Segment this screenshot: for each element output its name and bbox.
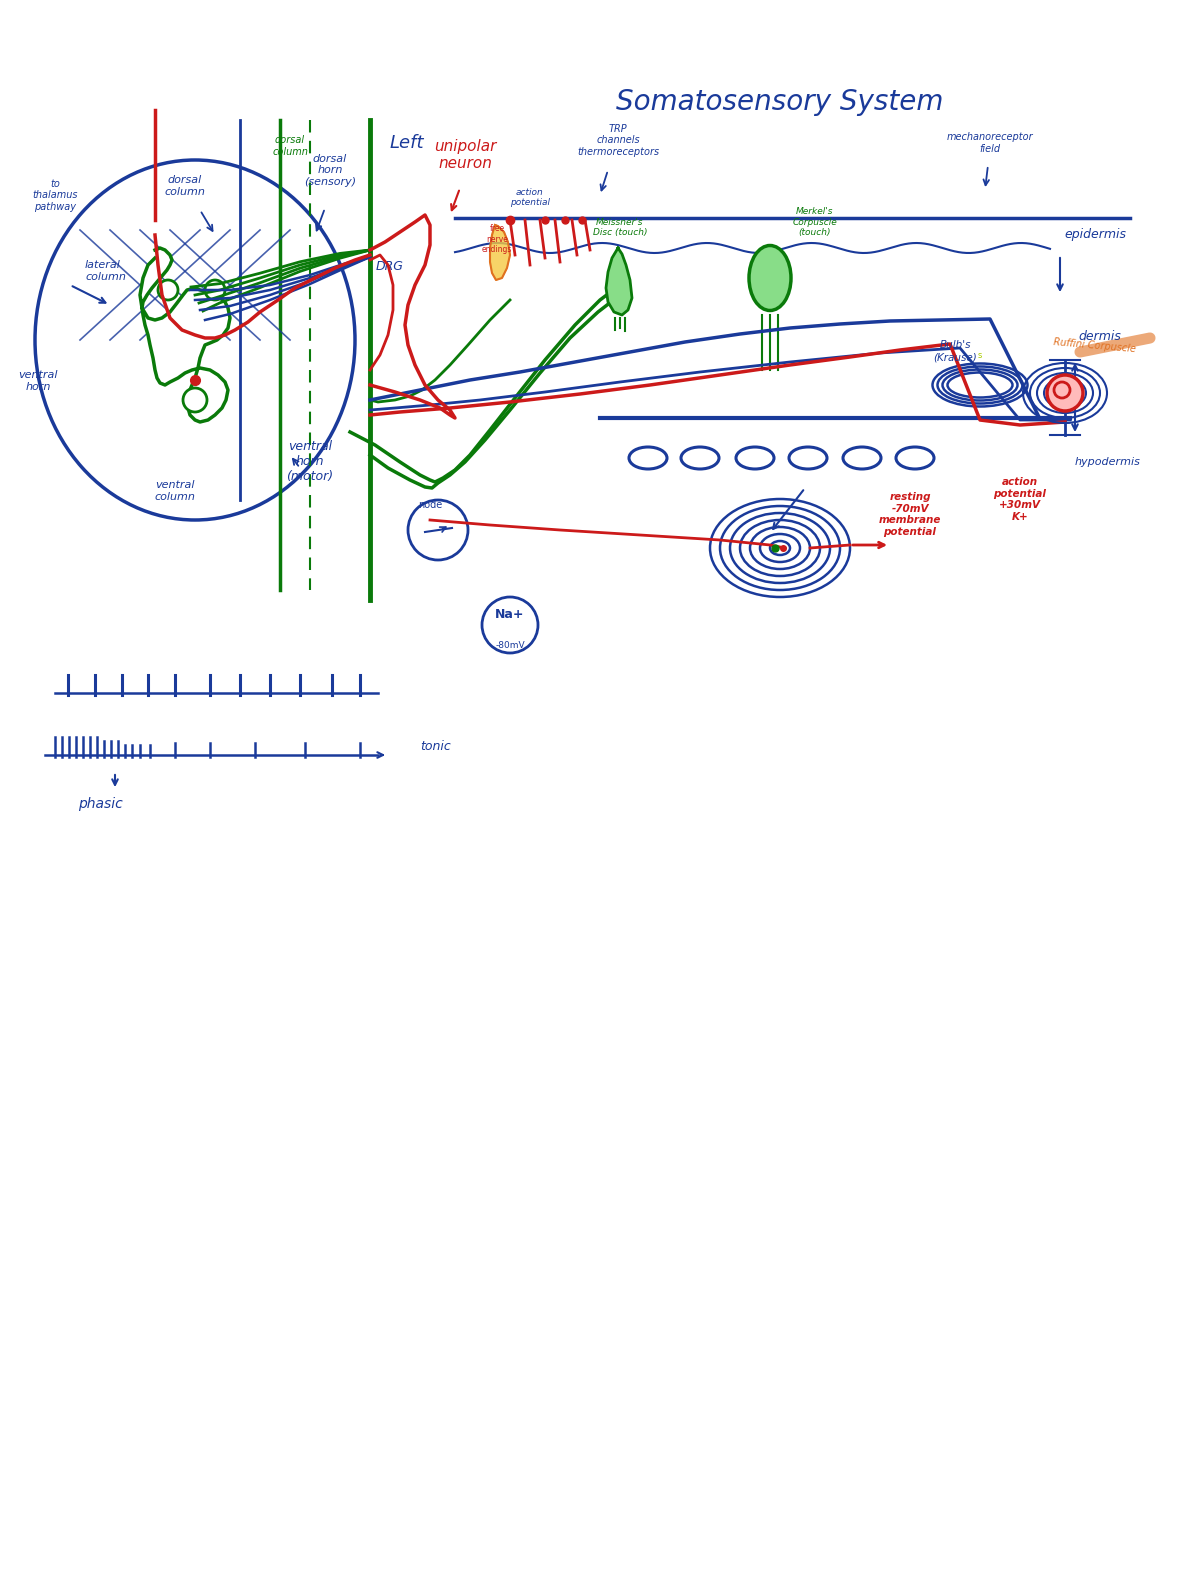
Circle shape	[182, 388, 208, 411]
Text: phasic: phasic	[78, 798, 122, 812]
Text: ventral
horn: ventral horn	[18, 371, 58, 392]
Ellipse shape	[749, 245, 791, 311]
Text: action
potential
+30mV
K+: action potential +30mV K+	[994, 477, 1046, 521]
Text: hypodermis: hypodermis	[1075, 457, 1141, 466]
Text: tonic: tonic	[420, 739, 451, 754]
Circle shape	[158, 279, 178, 300]
Text: Somatosensory System: Somatosensory System	[617, 88, 943, 116]
Text: action
potential: action potential	[510, 187, 550, 207]
Text: Ruffini Corpuscle: Ruffini Corpuscle	[1054, 338, 1136, 353]
Text: Na+: Na+	[496, 608, 524, 622]
Text: Left: Left	[390, 133, 425, 152]
Text: ventral
column: ventral column	[155, 480, 196, 502]
Circle shape	[1046, 375, 1084, 411]
Text: lateral
column: lateral column	[85, 261, 126, 283]
Text: to
thalamus
pathway: to thalamus pathway	[32, 179, 78, 212]
Text: dorsal
horn
(sensory): dorsal horn (sensory)	[304, 154, 356, 187]
Circle shape	[205, 279, 226, 300]
Text: -80mV: -80mV	[496, 641, 524, 650]
Text: ventral
horn
(motor): ventral horn (motor)	[287, 440, 334, 484]
Text: DRG: DRG	[376, 261, 404, 273]
Text: s: s	[978, 352, 982, 360]
Text: dermis: dermis	[1079, 330, 1122, 342]
Text: dorsal
column: dorsal column	[164, 176, 205, 196]
Text: free
nerve
endings: free nerve endings	[482, 225, 512, 254]
Text: resting
-70mV
membrane
potential: resting -70mV membrane potential	[878, 493, 941, 537]
Text: Meissner's
Disc (touch): Meissner's Disc (touch)	[593, 218, 647, 237]
Polygon shape	[140, 248, 230, 422]
Text: mechanoreceptor
field: mechanoreceptor field	[947, 132, 1033, 154]
Text: Bulb's
(Krause): Bulb's (Krause)	[934, 341, 977, 363]
Polygon shape	[606, 248, 632, 316]
Text: dorsal
column: dorsal column	[272, 135, 308, 157]
Text: unipolar
neuron: unipolar neuron	[434, 138, 496, 171]
Text: epidermis: epidermis	[1064, 228, 1126, 242]
Polygon shape	[490, 225, 510, 279]
Text: node: node	[418, 499, 442, 510]
Text: TRP
channels
thermoreceptors: TRP channels thermoreceptors	[577, 124, 659, 157]
Text: Merkel's
Corpuscle
(touch): Merkel's Corpuscle (touch)	[793, 207, 838, 237]
